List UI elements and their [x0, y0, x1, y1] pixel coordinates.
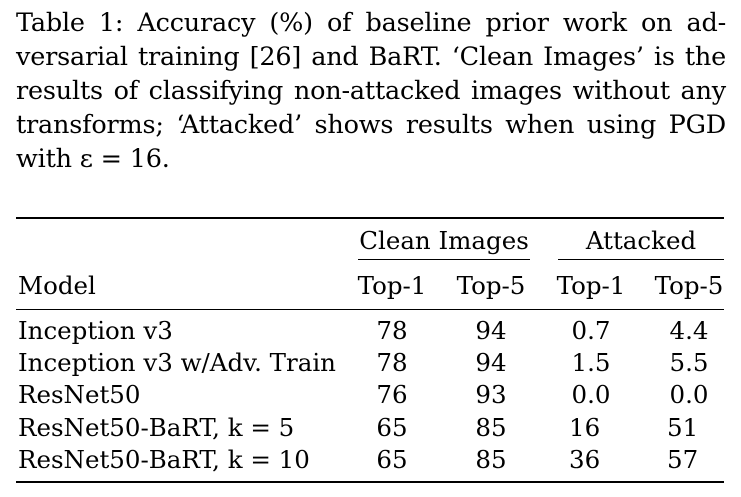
- group-header-attacked: Attacked: [585, 226, 697, 255]
- table-cell-attacked-top5: 57: [667, 445, 699, 474]
- caption-line: results of classifying non-attacked imag…: [16, 76, 726, 106]
- table-row-model: ResNet50-BaRT, k = 10: [18, 445, 310, 474]
- table-caption: Table 1: Accuracy (%) of baseline prior …: [16, 6, 726, 176]
- table-header-rule: [16, 309, 724, 310]
- table-cell-attacked-top5: 5.5: [669, 348, 709, 377]
- table-cell-clean-top1: 78: [376, 316, 408, 345]
- table-cell-clean-top1: 76: [376, 380, 408, 409]
- table-row-model: Inception v3: [18, 316, 173, 345]
- table-cell-clean-top5: 93: [475, 380, 507, 409]
- group-header-clean-images: Clean Images: [359, 226, 529, 255]
- table-cell-attacked-top1: 0.0: [571, 380, 611, 409]
- table-cell-clean-top5: 85: [475, 413, 507, 442]
- table-cell-clean-top5: 94: [475, 316, 507, 345]
- table-cell-attacked-top1: 0.7: [571, 316, 611, 345]
- table-cell-attacked-top5: 4.4: [669, 316, 709, 345]
- table-cell-attacked-top1: 36: [569, 445, 601, 474]
- caption-line: Table 1: Accuracy (%) of baseline prior …: [16, 8, 726, 38]
- caption-line: versarial training [26] and BaRT. ‘Clean…: [16, 42, 726, 72]
- table-cell-attacked-top5: 0.0: [669, 380, 709, 409]
- table-bottom-rule: [16, 481, 724, 483]
- table-row-model: ResNet50-BaRT, k = 5: [18, 413, 295, 442]
- column-header-clean-top1: Top-1: [357, 271, 427, 300]
- caption-line: with ε = 16.: [16, 144, 170, 174]
- table-cell-attacked-top1: 1.5: [571, 348, 611, 377]
- table-cell-clean-top1: 78: [376, 348, 408, 377]
- table-top-rule: [16, 217, 724, 219]
- table-cell-clean-top1: 65: [376, 445, 408, 474]
- table-cell-clean-top1: 65: [376, 413, 408, 442]
- caption-line: transforms; ‘Attacked’ shows results whe…: [16, 110, 726, 140]
- table-cell-attacked-top5: 51: [667, 413, 699, 442]
- table-cell-clean-top5: 85: [475, 445, 507, 474]
- column-header-clean-top5: Top-5: [456, 271, 526, 300]
- table-row-model: Inception v3 w/Adv. Train: [18, 348, 336, 377]
- table-cell-clean-top5: 94: [475, 348, 507, 377]
- column-header-attacked-top1: Top-1: [556, 271, 626, 300]
- column-header-attacked-top5: Top-5: [654, 271, 724, 300]
- table-row-model: ResNet50: [18, 380, 141, 409]
- column-header-model: Model: [18, 271, 96, 300]
- attacked-underline: [558, 259, 724, 260]
- clean-images-underline: [358, 259, 530, 260]
- table-cell-attacked-top1: 16: [569, 413, 601, 442]
